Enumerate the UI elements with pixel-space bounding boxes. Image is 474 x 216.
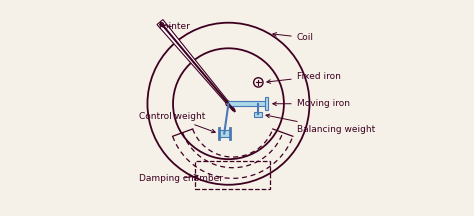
Bar xyxy=(255,112,262,117)
Bar xyxy=(228,101,267,106)
Bar xyxy=(265,97,268,110)
Bar xyxy=(219,130,229,137)
Bar xyxy=(195,161,270,189)
Polygon shape xyxy=(157,20,235,111)
Text: Fixed iron: Fixed iron xyxy=(267,71,341,83)
Text: Pointer: Pointer xyxy=(158,22,190,32)
Text: Damping chamber: Damping chamber xyxy=(139,174,223,183)
Text: Coil: Coil xyxy=(273,33,314,42)
Text: Moving iron: Moving iron xyxy=(273,99,350,108)
Text: Control weight: Control weight xyxy=(139,112,215,133)
Circle shape xyxy=(226,101,231,106)
Text: Balancing weight: Balancing weight xyxy=(266,114,375,134)
